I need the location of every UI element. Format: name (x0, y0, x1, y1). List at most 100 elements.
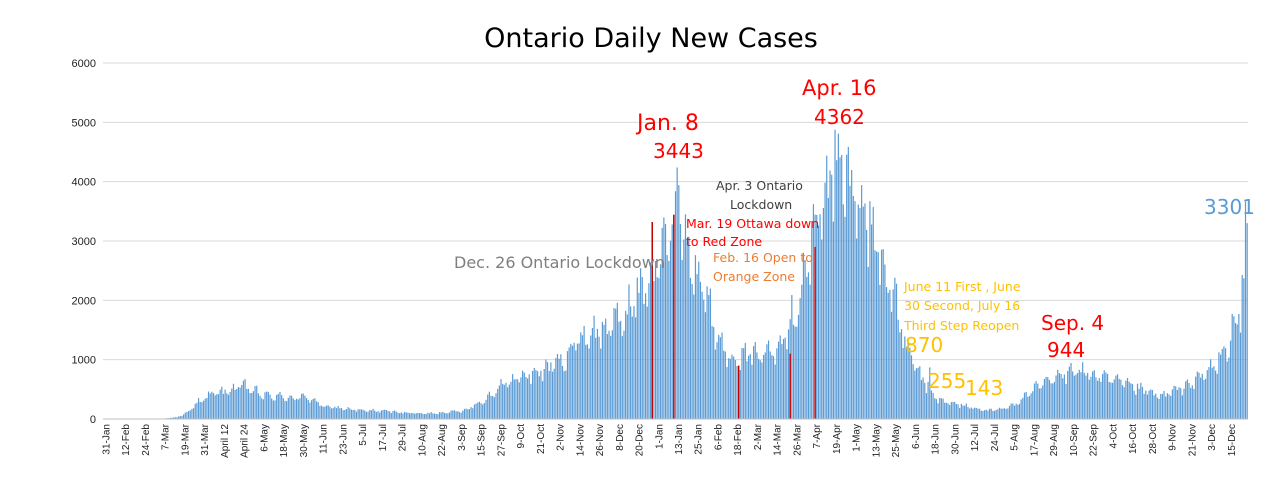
bar (957, 404, 959, 419)
bar (940, 398, 942, 419)
x-tick-label: 15-Dec (1227, 424, 1238, 456)
bar (658, 278, 660, 419)
bar (714, 349, 716, 419)
bar (746, 361, 748, 419)
bar (1101, 373, 1104, 419)
bar (1219, 354, 1222, 419)
bar (699, 281, 702, 419)
bar (535, 369, 537, 419)
bar (1188, 382, 1190, 419)
x-tick-label: 30-May (299, 424, 310, 457)
bar (620, 320, 622, 419)
bar (420, 412, 422, 419)
bar (772, 356, 775, 419)
bar (590, 335, 592, 419)
bar (256, 385, 258, 419)
bar (291, 395, 293, 419)
bar (465, 408, 467, 419)
bar (679, 224, 682, 419)
bar (307, 399, 309, 419)
bar (862, 206, 864, 419)
bar (287, 397, 289, 419)
bar (596, 328, 598, 419)
annotation-label: Orange Zone (713, 269, 795, 284)
bar (558, 358, 560, 419)
bar (440, 412, 442, 419)
bar (630, 306, 632, 419)
bar (342, 410, 344, 419)
x-tick-label: 16-Oct (1128, 424, 1139, 454)
bar (1150, 389, 1152, 419)
bar (397, 412, 399, 419)
bar (1166, 393, 1168, 419)
bar (895, 283, 898, 419)
bar (452, 410, 454, 419)
x-tick-label: 10-Sep (1069, 424, 1080, 457)
bar (512, 374, 514, 419)
bar (578, 343, 580, 419)
bar (387, 410, 389, 419)
bar (1239, 332, 1242, 419)
bar (598, 336, 600, 419)
bar (561, 366, 564, 419)
bar (202, 400, 205, 419)
bar (392, 411, 394, 419)
bar (498, 385, 500, 419)
bar (492, 396, 494, 419)
bar (1060, 374, 1062, 419)
bar (640, 268, 642, 419)
bar (1100, 381, 1102, 419)
bar (867, 266, 869, 419)
bar (520, 377, 522, 419)
bar (1057, 369, 1059, 419)
bar (412, 412, 414, 419)
bar (241, 384, 243, 419)
x-tick-label: 22-Sep (1089, 424, 1100, 457)
bar (836, 160, 838, 419)
bar (684, 214, 687, 419)
bar (257, 393, 259, 419)
bar (689, 277, 692, 419)
x-tick-label: 13-May (871, 424, 882, 457)
bar (169, 417, 171, 419)
bar (917, 367, 919, 419)
x-tick-label: 7-Apr (812, 423, 823, 448)
bar (749, 354, 751, 419)
bar (846, 154, 848, 419)
bar (807, 272, 810, 419)
bar (490, 395, 492, 419)
x-tick-label: 29-Aug (1049, 424, 1060, 456)
bar (716, 342, 718, 419)
bar (1241, 274, 1243, 419)
bar (209, 393, 211, 419)
annotation-label: 870 (905, 333, 943, 357)
annotation-label: Mar. 19 Ottawa down (686, 216, 819, 231)
bar (418, 413, 421, 419)
bar (317, 402, 319, 419)
event-marker-bar (789, 353, 791, 419)
x-tick-label: 17-Aug (1029, 424, 1040, 456)
bar (453, 410, 456, 419)
bar (1130, 383, 1132, 419)
bar (1203, 379, 1205, 419)
bar (743, 348, 745, 419)
bar (608, 330, 610, 419)
y-tick-label: 2000 (72, 295, 96, 307)
annotation-label: Apr. 3 Ontario (716, 178, 803, 193)
bar (623, 330, 625, 419)
bar (669, 240, 672, 419)
bar (1173, 385, 1175, 419)
x-tick-label: 30-Jun (950, 424, 961, 455)
bar (583, 325, 585, 419)
bar (334, 406, 336, 419)
y-tick-label: 6000 (72, 58, 96, 70)
bar (962, 405, 964, 419)
bar (566, 351, 569, 419)
bar (693, 294, 695, 419)
bar (1216, 373, 1218, 419)
bar (354, 409, 356, 419)
bar (199, 401, 201, 419)
bar (236, 388, 238, 419)
bar (605, 318, 607, 419)
x-tick-label: 26-Mar (792, 423, 803, 455)
